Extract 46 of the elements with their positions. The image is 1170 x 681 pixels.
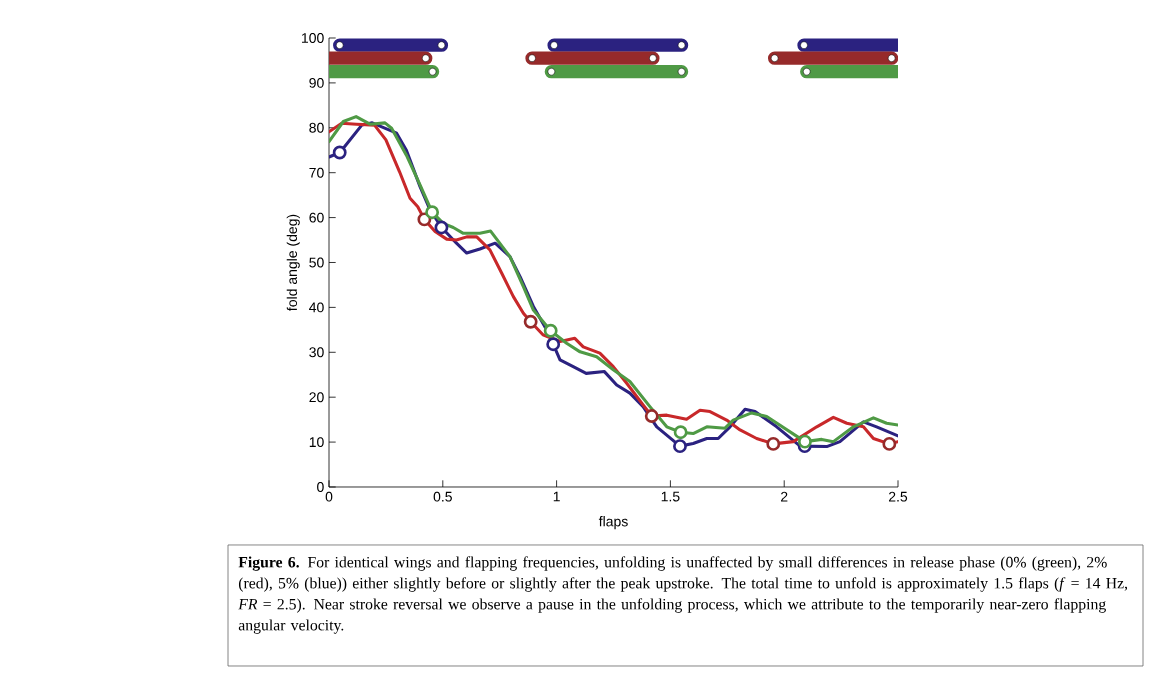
y-tick-label: 30 <box>309 347 324 358</box>
point <box>422 54 430 62</box>
x-axis-title: flaps <box>598 516 628 530</box>
point <box>434 220 449 235</box>
point <box>528 54 536 62</box>
y-tick-label: 90 <box>309 77 324 88</box>
x-tick-label: 2.5 <box>888 491 908 502</box>
y-tick-label: 50 <box>309 257 324 268</box>
y-tick-label: 60 <box>309 212 324 223</box>
x-tick-label: 0.5 <box>433 491 452 502</box>
point <box>887 54 896 62</box>
point <box>644 409 659 423</box>
text: Figure 6. For identical wings and flapping frequencies, unfolding is unaffected by small differences in release phase (0% (green), 2% (red), 5% (blue)) either slightly before or slightly after the peak upstroke. The total time to unfold is approximately 1.5 flaps (f = 14 Hz, FR = 2.5). Near stroke reversal we observe a pause in the unfolding process, which we attribute to the temporarily near-zero flapping angular velocity. <box>238 556 1128 634</box>
x-tick-label: 2 <box>781 491 788 502</box>
point <box>428 67 437 76</box>
point <box>425 205 440 220</box>
point <box>770 54 779 62</box>
point <box>649 54 657 62</box>
point <box>673 439 687 454</box>
point <box>437 41 446 49</box>
y-tick-label: 70 <box>309 167 324 178</box>
point <box>547 67 556 76</box>
point <box>673 425 688 440</box>
point <box>546 337 561 352</box>
point <box>882 436 897 451</box>
point <box>797 434 812 449</box>
y-tick-label: 100 <box>302 33 324 43</box>
point <box>766 436 781 451</box>
point <box>332 145 347 160</box>
y-tick-label: 20 <box>309 392 324 403</box>
point <box>335 41 344 49</box>
x-tick-label: 0 <box>325 491 333 502</box>
y-tick-label: 80 <box>309 122 324 133</box>
y-tick-label: 0 <box>317 482 324 492</box>
x-tick-label: 1 <box>553 491 560 502</box>
point <box>677 41 686 49</box>
y-tick-label: 40 <box>309 302 324 313</box>
point <box>543 323 558 338</box>
y-tick-label: 10 <box>309 437 324 448</box>
point <box>677 67 686 76</box>
y-axis-title: fold angle (deg) <box>286 214 300 311</box>
point <box>800 41 808 49</box>
x-tick-label: 1.5 <box>661 491 680 502</box>
point <box>523 314 538 329</box>
point <box>803 67 811 76</box>
point <box>550 41 558 49</box>
